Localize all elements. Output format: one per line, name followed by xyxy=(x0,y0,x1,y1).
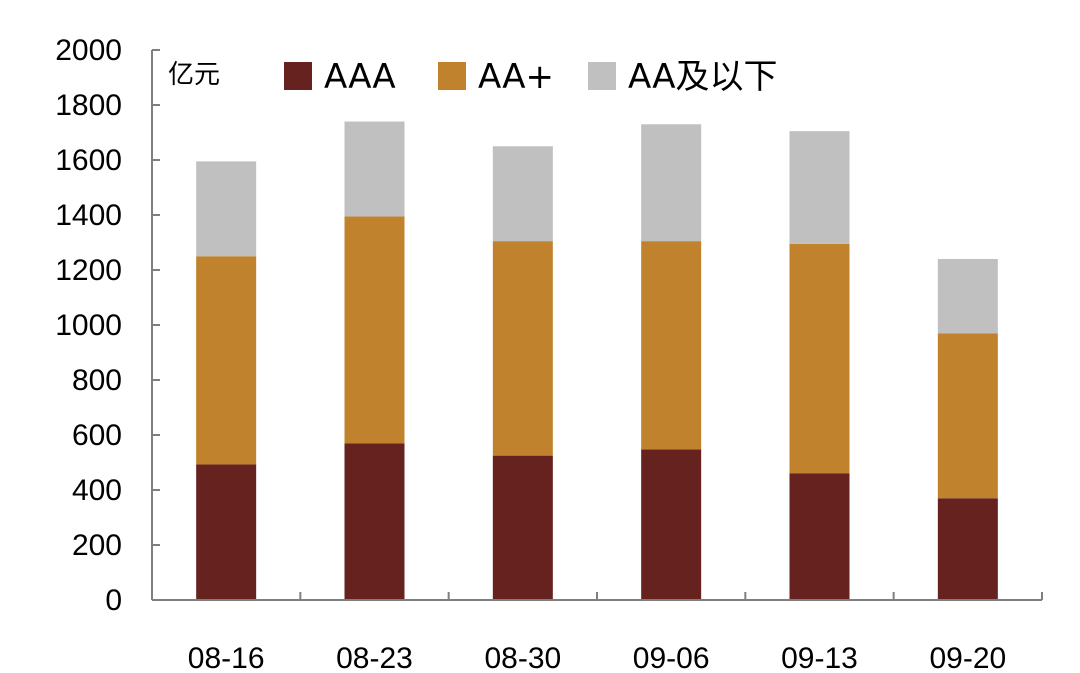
y-tick-label: 800 xyxy=(72,364,122,397)
y-tick-label: 2000 xyxy=(55,34,122,67)
bars-group xyxy=(196,121,998,600)
x-tick-label: 08-23 xyxy=(336,642,413,673)
bar-AA及以下-09-13 xyxy=(789,131,850,244)
bar-AA+-08-23 xyxy=(344,216,405,444)
bar-AA+-08-30 xyxy=(492,241,553,456)
bar-AA+-08-16 xyxy=(196,256,257,465)
x-tick-label: 08-30 xyxy=(484,642,561,673)
legend-label-AAA: AAA xyxy=(324,57,396,97)
x-tick-label: 09-20 xyxy=(929,642,1006,673)
bar-AAA-08-23 xyxy=(344,443,405,600)
y-unit-label: 亿元 xyxy=(168,60,220,90)
legend-swatch-AA+ xyxy=(438,62,466,90)
legend: AAA AA+ AA及以下 xyxy=(284,57,777,97)
x-tick-label: 09-06 xyxy=(633,642,710,673)
bar-AA及以下-08-30 xyxy=(492,146,553,242)
bar-AA及以下-09-06 xyxy=(641,124,702,242)
y-tick-label: 1200 xyxy=(55,254,122,287)
bar-AA+-09-20 xyxy=(937,333,998,499)
legend-swatch-AAA xyxy=(284,62,312,90)
bar-AAA-09-06 xyxy=(641,449,702,600)
y-tick-label: 1000 xyxy=(55,309,122,342)
y-tick-label: 0 xyxy=(105,584,122,617)
bar-AAA-08-30 xyxy=(492,455,553,600)
legend-label-AA+: AA+ xyxy=(478,57,554,97)
legend-swatch-AA及以下 xyxy=(588,62,616,90)
y-tick-label: 400 xyxy=(72,474,122,507)
axes-group: 0 200 400 600 800 1000 1200 1400 1600 1800 2000 08-… xyxy=(55,34,1043,673)
bar-AAA-08-16 xyxy=(196,464,257,600)
y-tick-label: 200 xyxy=(72,529,122,562)
y-tick-label: 600 xyxy=(72,419,122,452)
bar-AAA-09-13 xyxy=(789,473,850,600)
y-tick-label: 1400 xyxy=(55,199,122,232)
x-tick-label: 09-13 xyxy=(781,642,858,673)
legend-label-AA及以下: AA及以下 xyxy=(628,57,777,97)
bar-AAA-09-20 xyxy=(937,498,998,600)
y-tick-label: 1800 xyxy=(55,89,122,122)
x-tick-label: 08-16 xyxy=(188,642,265,673)
bar-AA+-09-06 xyxy=(641,241,702,450)
bar-AA及以下-08-23 xyxy=(344,121,405,217)
bar-AA及以下-09-20 xyxy=(937,259,998,334)
y-tick-label: 1600 xyxy=(55,144,122,177)
bar-AA及以下-08-16 xyxy=(196,161,257,257)
bar-AA+-09-13 xyxy=(789,243,850,474)
